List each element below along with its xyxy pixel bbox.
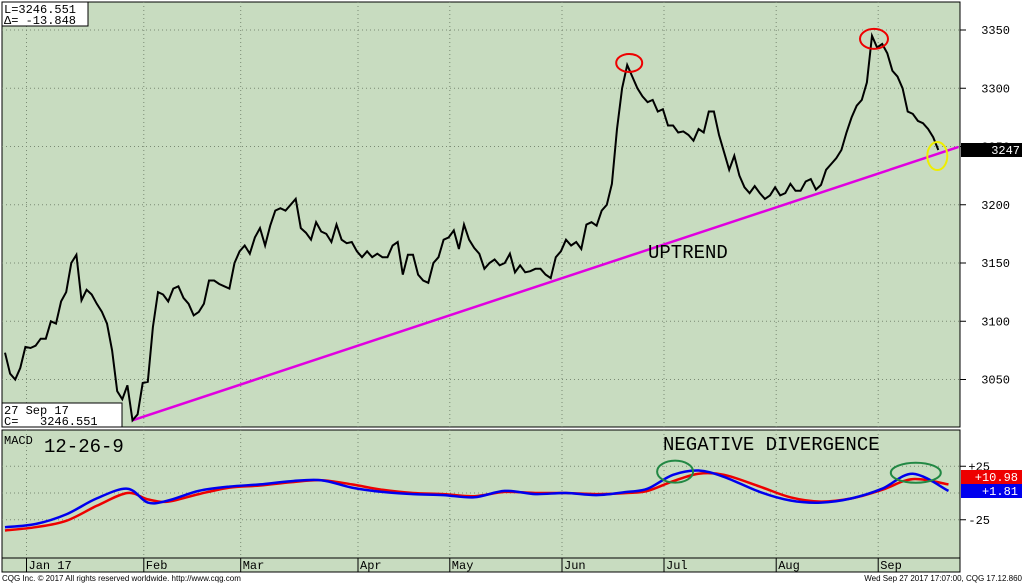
price-tick-label: 3300 bbox=[981, 82, 1010, 96]
price-grid bbox=[2, 2, 960, 427]
price-tick-label: 3050 bbox=[981, 374, 1010, 388]
price-panel-bg bbox=[1, 1, 961, 428]
time-tick-label: Jun bbox=[564, 559, 586, 573]
copyright-text: CQG Inc. © 2017 All rights reserved worl… bbox=[2, 574, 241, 583]
price-line-layer bbox=[4, 27, 949, 423]
price-tick-label: 3150 bbox=[981, 257, 1010, 271]
price-tick-label: 3100 bbox=[981, 315, 1010, 329]
trendline-test-marker bbox=[926, 140, 949, 171]
readout-box bbox=[1, 1, 89, 27]
time-tick-label: Sep bbox=[880, 559, 902, 573]
negative-divergence-annotation: NEGATIVE DIVERGENCE bbox=[663, 434, 880, 456]
timestamp-text: Wed Sep 27 2017 17:07:00, CQG 17.12.860 bbox=[864, 574, 1022, 583]
price-tick-label: 3200 bbox=[981, 199, 1010, 213]
crosshair-box bbox=[1, 402, 123, 428]
time-tick-label: Feb bbox=[146, 559, 168, 573]
price-series-line bbox=[4, 31, 940, 423]
trendline-layer bbox=[132, 145, 959, 422]
june-top-marker bbox=[615, 52, 644, 73]
time-axis: Jan 17 Feb Mar Apr May Jun Jul Aug Sep bbox=[26, 558, 902, 573]
delta-readout: Δ= -13.848 bbox=[4, 14, 76, 28]
macd-value-box bbox=[961, 484, 1022, 498]
signal-value-box bbox=[961, 470, 1022, 484]
signal-value-label: +10.98 bbox=[975, 471, 1018, 485]
sep-top-marker bbox=[859, 27, 889, 50]
macd-tick-label: -25 bbox=[968, 514, 990, 528]
time-tick-label: Mar bbox=[243, 559, 265, 573]
macd-title: MACD bbox=[4, 434, 33, 448]
june-divergence-marker bbox=[656, 459, 695, 484]
macd-params: 12-26-9 bbox=[44, 436, 124, 458]
time-axis-bg bbox=[1, 557, 961, 573]
macd-series-line bbox=[4, 469, 950, 529]
time-tick-label: Aug bbox=[778, 559, 800, 573]
uptrend-line bbox=[132, 145, 959, 422]
time-tick-label: Jul bbox=[666, 559, 688, 573]
price-tick-label: 3350 bbox=[981, 24, 1010, 38]
time-tick-label: Jan 17 bbox=[29, 559, 72, 573]
crosshair-date: 27 Sep 17 bbox=[4, 404, 69, 418]
last-value-readout: L=3246.551 bbox=[4, 3, 76, 17]
macd-axis: +25-25+10.98+1.81 bbox=[960, 460, 1022, 528]
last-price-label: 3247 bbox=[991, 144, 1020, 158]
macd-panel-bg bbox=[1, 429, 961, 559]
price-axis: 30503100315032003250330033503247 bbox=[960, 24, 1022, 388]
macd-value-label: +1.81 bbox=[982, 485, 1018, 499]
crosshair-close: C= 3246.551 bbox=[4, 415, 98, 429]
sep-divergence-marker bbox=[889, 461, 942, 484]
time-tick-label: Apr bbox=[360, 559, 382, 573]
last-price-box bbox=[961, 142, 1022, 157]
time-tick-label: May bbox=[452, 559, 474, 573]
uptrend-annotation: UPTREND bbox=[648, 242, 728, 264]
macd-lines-layer bbox=[4, 459, 950, 532]
